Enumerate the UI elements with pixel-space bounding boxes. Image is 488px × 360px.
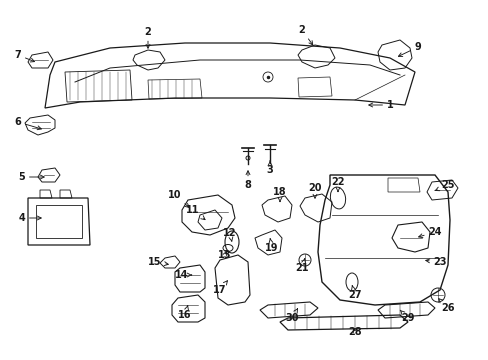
Text: 17: 17 — [213, 281, 227, 295]
Text: 25: 25 — [435, 180, 454, 191]
Text: 12: 12 — [223, 228, 236, 241]
Text: 4: 4 — [19, 213, 41, 223]
Text: 27: 27 — [347, 286, 361, 300]
Text: 1: 1 — [368, 100, 392, 110]
Text: 14: 14 — [175, 270, 191, 280]
Text: 19: 19 — [264, 239, 278, 253]
Text: 28: 28 — [347, 327, 361, 337]
Text: 8: 8 — [244, 171, 251, 190]
Text: 10: 10 — [168, 190, 189, 207]
Text: 2: 2 — [298, 25, 312, 45]
Text: 9: 9 — [398, 42, 421, 57]
Text: 30: 30 — [285, 309, 298, 323]
Text: 26: 26 — [438, 299, 454, 313]
Text: 7: 7 — [15, 50, 35, 62]
Text: 24: 24 — [418, 227, 441, 238]
Text: 5: 5 — [19, 172, 44, 182]
Text: 11: 11 — [186, 205, 204, 220]
Text: 22: 22 — [330, 177, 344, 192]
Text: 13: 13 — [218, 250, 231, 260]
Text: 18: 18 — [273, 187, 286, 202]
Text: 15: 15 — [148, 257, 168, 267]
Text: 21: 21 — [295, 259, 308, 273]
Text: 3: 3 — [266, 161, 273, 175]
Text: 16: 16 — [178, 306, 191, 320]
Text: 23: 23 — [425, 257, 446, 267]
Text: 29: 29 — [399, 310, 414, 323]
Text: 2: 2 — [144, 27, 151, 48]
Text: 20: 20 — [307, 183, 321, 198]
Text: 6: 6 — [15, 117, 41, 130]
